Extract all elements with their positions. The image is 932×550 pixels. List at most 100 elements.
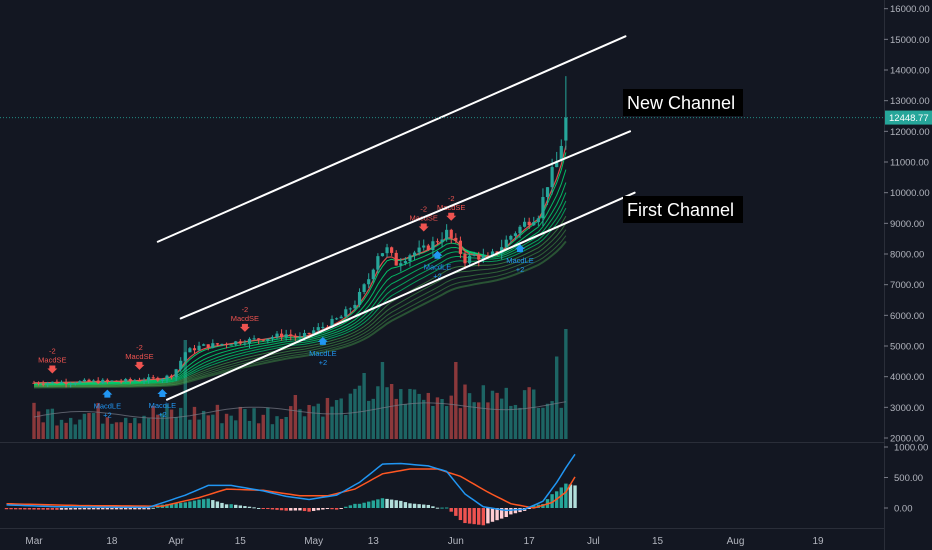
candle[interactable] [215,342,219,346]
candle[interactable] [78,380,82,384]
candle[interactable] [527,217,531,229]
candle[interactable] [206,344,210,351]
candle[interactable] [458,236,463,259]
candle[interactable] [197,341,201,352]
candle[interactable] [522,217,527,228]
candle[interactable] [243,339,247,346]
candle[interactable] [211,339,215,349]
candle[interactable] [532,216,536,226]
candle[interactable] [559,139,563,162]
candle[interactable] [275,331,279,340]
new-channel-label[interactable]: New Channel [623,89,743,116]
candle[interactable] [224,342,229,349]
candle[interactable] [335,317,339,321]
candle[interactable] [289,329,293,341]
candle[interactable] [151,374,155,380]
candle[interactable] [266,338,270,344]
candle[interactable] [472,251,476,257]
price-candles[interactable] [32,76,568,388]
candle[interactable] [545,187,550,205]
trend-channels[interactable]: New Channel First Channel [156,35,743,401]
candle[interactable] [188,347,192,353]
candle[interactable] [73,381,77,386]
candle[interactable] [87,378,91,383]
candle[interactable] [348,307,352,314]
candle[interactable] [367,273,371,289]
candle[interactable] [179,357,183,372]
first-channel-label[interactable]: First Channel [623,196,743,223]
candle[interactable] [513,231,518,241]
candle[interactable] [445,224,449,242]
candle[interactable] [133,378,137,382]
candle[interactable] [46,381,50,388]
candle[interactable] [147,373,151,384]
candle[interactable] [279,329,284,341]
candle[interactable] [261,339,265,342]
candle[interactable] [284,329,288,341]
candle[interactable] [192,345,197,354]
candle[interactable] [390,246,394,256]
candle[interactable] [64,378,68,388]
candle[interactable] [257,337,261,344]
candle[interactable] [156,376,160,382]
candle[interactable] [252,335,256,341]
candle[interactable] [55,379,59,384]
candle[interactable] [92,379,96,383]
candle[interactable] [114,380,119,382]
candle[interactable] [169,374,174,380]
candle[interactable] [174,368,178,382]
candle[interactable] [564,76,568,150]
candle[interactable] [119,378,123,384]
candle[interactable] [229,343,233,346]
candle[interactable] [376,253,380,274]
candle[interactable] [504,235,508,248]
candle[interactable] [96,377,100,385]
candle[interactable] [247,337,252,348]
candle[interactable] [417,240,421,256]
candle[interactable] [454,233,458,244]
candle[interactable] [82,378,87,382]
candle[interactable] [183,351,187,365]
candle[interactable] [408,253,412,267]
candle[interactable] [110,380,114,382]
candle[interactable] [555,151,559,168]
candle[interactable] [202,343,206,346]
candle[interactable] [238,339,242,346]
candle[interactable] [101,378,105,385]
candle[interactable] [518,225,522,239]
candle[interactable] [165,374,169,383]
candle[interactable] [339,314,343,319]
candle[interactable] [422,239,426,251]
candle[interactable] [69,382,73,388]
candle[interactable] [344,306,348,317]
candle[interactable] [357,288,362,308]
candle[interactable] [36,381,41,386]
candle[interactable] [32,380,36,384]
candle[interactable] [220,343,224,347]
candle[interactable] [536,215,540,226]
candle[interactable] [463,251,467,270]
candle[interactable] [362,283,366,295]
candle[interactable] [449,228,453,244]
candle[interactable] [59,380,64,385]
candle[interactable] [128,377,132,384]
candle[interactable] [509,234,513,244]
candle[interactable] [541,188,545,227]
candle[interactable] [412,250,417,260]
channel-line[interactable] [156,35,627,243]
candle[interactable] [41,380,45,387]
candle[interactable] [399,258,403,272]
candle[interactable] [486,252,490,257]
channel-line[interactable] [179,130,632,320]
candle[interactable] [371,268,375,283]
candle[interactable] [467,251,472,268]
candle[interactable] [316,323,320,333]
candle[interactable] [137,377,142,382]
candle[interactable] [431,236,435,258]
candle[interactable] [385,243,389,258]
candle[interactable] [500,239,504,260]
candle[interactable] [124,377,128,383]
candle[interactable] [160,377,164,384]
candle[interactable] [50,381,54,385]
